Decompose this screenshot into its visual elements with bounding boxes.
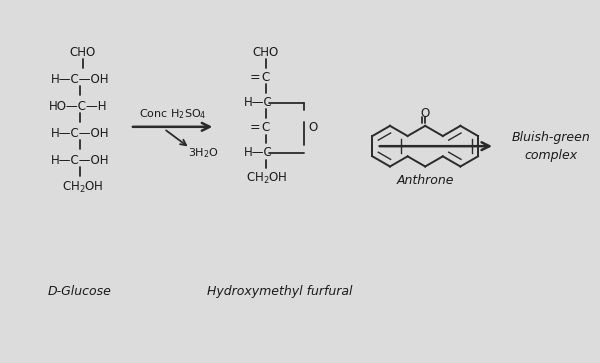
- Text: CH$_2$OH: CH$_2$OH: [62, 180, 103, 195]
- Text: Anthrone: Anthrone: [397, 174, 454, 187]
- Text: HO—C—H: HO—C—H: [49, 100, 107, 113]
- Text: H—C—OH: H—C—OH: [50, 154, 109, 167]
- Text: O: O: [308, 121, 317, 134]
- Text: CH$_2$OH: CH$_2$OH: [245, 171, 287, 185]
- Text: Conc H$_2$SO$_4$: Conc H$_2$SO$_4$: [139, 107, 206, 121]
- Text: H—C—OH: H—C—OH: [50, 73, 109, 86]
- Text: CHO: CHO: [70, 46, 95, 59]
- Text: =: =: [250, 121, 260, 134]
- Text: =: =: [250, 71, 260, 84]
- Text: Bluish-green
complex: Bluish-green complex: [512, 131, 590, 162]
- Text: C: C: [262, 71, 269, 84]
- Text: H—C: H—C: [244, 146, 272, 159]
- Text: H—C: H—C: [244, 96, 272, 109]
- Text: H—C—OH: H—C—OH: [50, 127, 109, 140]
- Text: D-Glucose: D-Glucose: [48, 285, 112, 298]
- Text: Hydroxymethyl furfural: Hydroxymethyl furfural: [207, 285, 353, 298]
- Text: 3H$_2$O: 3H$_2$O: [188, 146, 219, 160]
- Text: CHO: CHO: [253, 46, 278, 59]
- Text: O: O: [421, 107, 430, 120]
- Text: C: C: [262, 121, 269, 134]
